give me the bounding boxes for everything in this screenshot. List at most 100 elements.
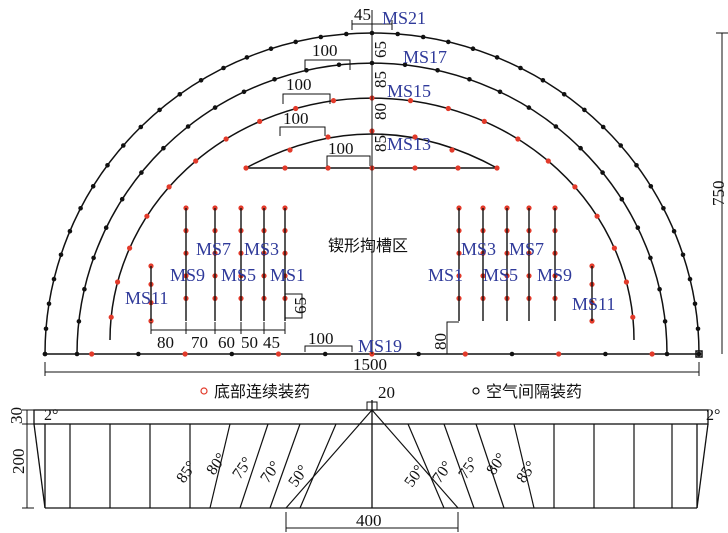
wedge-cut-zone-label: 锲形掏槽区: [328, 236, 408, 255]
bottom-charge-hole: [494, 165, 500, 171]
air-gap-hole: [420, 34, 426, 40]
ms-label: MS9: [170, 265, 205, 285]
bottom-charge-hole: [223, 136, 229, 142]
angle-label: 85°: [513, 458, 540, 486]
air-gap-hole: [244, 55, 250, 60]
air-gap-hole: [76, 319, 82, 324]
bottom-charge-hole: [455, 165, 461, 171]
air-gap-hole: [105, 163, 110, 168]
ms-label: MS1: [270, 265, 305, 285]
air-gap-hole: [78, 206, 83, 211]
bottom-charge-hole: [545, 158, 551, 164]
air-gap-hole: [139, 170, 144, 175]
bottom-charge-hole: [325, 134, 331, 140]
bottom-charge-hole: [594, 213, 600, 219]
ms-label: MS19: [358, 336, 402, 356]
angle-label: 50°: [401, 462, 428, 490]
air-gap-hole: [634, 163, 639, 168]
air-gap-hole: [600, 170, 605, 175]
dim-85-a: 85: [371, 71, 390, 88]
air-gap-hole: [91, 255, 96, 261]
section-hole-line: [209, 423, 231, 509]
section-hole-line: [269, 423, 301, 509]
bottom-charge-hole: [166, 184, 172, 190]
air-gap-hole: [578, 145, 583, 151]
bottom-charge-hole: [412, 134, 418, 140]
air-gap-hole: [494, 55, 500, 60]
ms-label: MS3: [461, 239, 496, 259]
air-gap-hole: [136, 351, 141, 357]
air-gap-hole: [344, 31, 349, 37]
air-gap-hole: [119, 196, 125, 202]
air-gap-hole: [696, 351, 702, 357]
ms-label: MS5: [221, 265, 256, 285]
air-gap-hole: [74, 351, 80, 357]
bottom-charge-hole: [611, 245, 618, 251]
air-gap-hole: [82, 286, 87, 292]
air-gap-hole: [648, 184, 654, 189]
angle-label: 70°: [257, 458, 284, 486]
ms-label: MS11: [125, 288, 168, 308]
air-gap-hole: [268, 46, 274, 51]
section-angle-labels: 85° 80° 75° 70° 50° 50° 70° 75° 80° 85°: [173, 450, 540, 490]
air-gap-hole: [635, 225, 641, 230]
dim-65-top: 65: [371, 41, 390, 58]
air-gap-hole: [43, 326, 49, 332]
air-gap-hole: [42, 351, 48, 357]
air-gap-hole: [212, 105, 218, 110]
air-gap-hole: [509, 351, 515, 357]
air-gap-hole: [435, 68, 440, 73]
air-gap-hole: [318, 34, 324, 40]
air-gap-hole: [293, 39, 299, 45]
bottom-charge-hole: [330, 98, 337, 104]
air-gap-hole: [692, 301, 698, 307]
ms-label: MS5: [483, 265, 518, 285]
section-view: [33, 400, 709, 509]
air-gap-hole: [322, 351, 328, 357]
air-gap-hole: [582, 107, 587, 113]
air-gap-hole: [272, 77, 277, 82]
ms-label: MS7: [509, 239, 544, 259]
air-gap-hole: [540, 78, 546, 83]
dimension-texts: 45 65 85 80 85 100 100 100 100 100 1500 …: [157, 5, 728, 374]
ms-label: MS9: [537, 265, 572, 285]
air-gap-hole: [619, 196, 625, 202]
dim-45: 45: [354, 5, 371, 24]
section-top-band: [33, 409, 709, 425]
legend-bottom-charge: 底部连续装药: [214, 382, 310, 401]
air-gap-hole: [518, 65, 523, 71]
bottom-charge-hole: [275, 351, 282, 357]
ms-label: MS7: [196, 239, 231, 259]
air-gap-hole: [241, 89, 247, 95]
section-hole-line: [239, 423, 269, 509]
bottom-charge-hole: [89, 351, 95, 357]
air-gap-hole: [662, 319, 668, 324]
bottom-charge-hole: [623, 279, 630, 285]
air-gap-hole: [229, 351, 235, 357]
bottom-charge-hole: [127, 245, 133, 251]
angle-right-2: 2°: [706, 407, 720, 424]
ms-label: MS1: [428, 265, 463, 285]
air-gap-hole: [446, 39, 451, 45]
air-gap-hole: [526, 105, 532, 110]
bottom-charge-hole: [630, 314, 636, 320]
bottom-charge-hole: [144, 213, 150, 219]
legend-black-dot-icon: [472, 387, 480, 395]
section-hole-lines: [69, 409, 673, 509]
air-gap-hole: [177, 92, 183, 97]
angle-label: 75°: [229, 454, 256, 482]
section-dim-texts: 20 30 200 400 2° 2°: [7, 383, 720, 530]
bottom-charge-hole: [572, 184, 578, 190]
bottom-charge-hole: [108, 314, 114, 320]
dim-100-a: 100: [312, 41, 338, 60]
air-gap-hole: [497, 89, 503, 95]
ms-label: MS13: [387, 134, 431, 154]
air-gap-hole: [395, 31, 401, 37]
hole-dots: [42, 30, 702, 357]
dim-b60: 60: [218, 333, 235, 352]
dim-b50: 50: [241, 333, 258, 352]
air-gap-hole: [661, 206, 666, 211]
dim-100-e: 100: [308, 329, 334, 348]
dim-100-d: 100: [328, 139, 354, 158]
bottom-charge-hole: [445, 105, 451, 112]
